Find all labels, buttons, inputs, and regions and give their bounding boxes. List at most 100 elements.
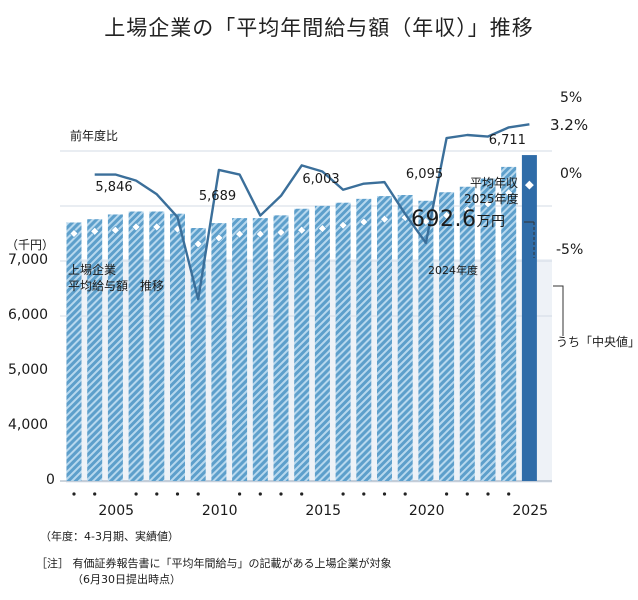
- x-dot-2008: [175, 492, 180, 496]
- bar-2021: [439, 192, 455, 481]
- callout-line1: 平均年収: [470, 176, 519, 190]
- x-dot-2017: [362, 492, 366, 496]
- value-label-2020: 6,095: [405, 166, 444, 182]
- line-tick-minus5: -5%: [556, 242, 584, 258]
- bar-series: [66, 155, 537, 482]
- footnote-line2: （6月30日提出時点）: [72, 573, 181, 586]
- bar-2016: [335, 202, 351, 481]
- bar-2008: [170, 213, 185, 481]
- x-dot-2022: [465, 492, 469, 496]
- bar-2024: [501, 166, 517, 481]
- median-marker-2003: [69, 229, 79, 238]
- line-latest-label: 3.2%: [550, 116, 589, 134]
- bar-2005: [107, 214, 123, 481]
- bar-2006: [128, 211, 144, 481]
- median-marker-2015: [317, 224, 327, 233]
- median-marker-2017: [359, 217, 369, 227]
- line-tick-5: 5%: [560, 90, 583, 106]
- footnote: ［注］ 有価証券報告書に「平均年間給与」の記載がある上場企業が対象 （6月30日…: [36, 556, 392, 588]
- line-tick-0: 0%: [560, 166, 583, 182]
- bar-2014: [294, 208, 310, 481]
- y-tick-7000: 7,000: [8, 252, 49, 268]
- bar-2009: [190, 228, 206, 481]
- label-2024: 2024年度: [428, 264, 478, 277]
- median-marker-2009: [193, 239, 203, 249]
- x-dot-2003: [72, 492, 76, 496]
- median-marker-2010: [214, 233, 224, 243]
- median-marker-2005: [110, 225, 120, 235]
- bar-2025: [521, 155, 537, 481]
- yoy-line: [94, 123, 530, 301]
- median-marker-2018: [380, 214, 389, 224]
- x-dot-2009: [196, 492, 200, 496]
- value-label-2015: 6,003: [302, 171, 340, 187]
- median-marker-2014: [297, 225, 307, 235]
- median-bracket: [553, 285, 564, 336]
- x-dot-2006: [134, 492, 138, 496]
- y-axis-unit: （千円）: [6, 238, 55, 252]
- bar-2003: [66, 222, 82, 481]
- value-label-2005: 5,846: [95, 180, 133, 196]
- x-tick-2015: 2015: [305, 503, 342, 519]
- median-marker-2013: [276, 227, 286, 237]
- bar-2013: [273, 215, 289, 481]
- bar-2018: [377, 196, 392, 481]
- x-dot-2019: [403, 492, 407, 496]
- median-marker-2006: [131, 222, 141, 232]
- median-marker-2023: [483, 199, 493, 209]
- median-marker-2022: [462, 205, 472, 215]
- bar-2011: [232, 218, 248, 481]
- bar-2019: [397, 195, 413, 481]
- median-marker-2024: [504, 188, 514, 198]
- bar-2007: [149, 211, 165, 481]
- x-dot-2013: [279, 492, 283, 496]
- x-dot-2014: [300, 492, 304, 496]
- x-tick-2025: 2025: [512, 503, 549, 519]
- y-tick-5000: 5,000: [8, 362, 49, 378]
- value-label-2010: 5,689: [198, 189, 237, 205]
- median-marker-2012: [255, 229, 265, 239]
- chart-title: 上場企業の「平均年間給与額（年収）」推移: [104, 16, 534, 40]
- callout-value: 692.6万円: [411, 207, 506, 232]
- x-dot-2023: [486, 492, 490, 496]
- median-marker-2020: [421, 216, 431, 226]
- x-tick-2010: 2010: [201, 503, 238, 519]
- x-dot-2012: [258, 492, 262, 496]
- x-axis-dots: [72, 492, 511, 496]
- bar-2020: [418, 200, 434, 481]
- x-dot-2024: [507, 492, 511, 496]
- bar-2004: [87, 219, 103, 481]
- callout-line2: 2025年度: [464, 192, 519, 206]
- bar-2022: [459, 186, 475, 481]
- y-tick-6000: 6,000: [8, 307, 49, 323]
- x-axis-note: （年度：4-3月期、実績値）: [40, 530, 179, 543]
- bar-2012: [252, 218, 268, 481]
- x-dot-2018: [382, 492, 387, 496]
- median-marker-2011: [235, 229, 245, 239]
- median-label: うち「中央値」: [556, 335, 638, 349]
- bar-2015: [314, 205, 330, 481]
- value-label-2024: 6,711: [488, 132, 526, 148]
- median-marker-2007: [152, 222, 162, 232]
- median-marker-2016: [338, 220, 348, 230]
- median-marker-2021: [442, 210, 452, 220]
- footnote-line1: ［注］ 有価証券報告書に「平均年間給与」の記載がある上場企業が対象: [36, 557, 392, 570]
- line-series-label: 前年度比: [70, 129, 119, 143]
- median-marker-2004: [90, 226, 100, 236]
- x-dot-2021: [445, 492, 449, 496]
- bar-2010: [211, 223, 227, 482]
- median-series: [69, 180, 534, 249]
- bar-series-label: 上場企業 平均給与額 推移: [68, 263, 165, 293]
- median-marker-2025: [524, 180, 534, 190]
- x-tick-2020: 2020: [408, 503, 445, 519]
- x-dot-2011: [238, 492, 242, 496]
- bar-2023: [480, 178, 496, 481]
- bar-2017: [356, 198, 372, 481]
- x-tick-2005: 2005: [98, 503, 135, 519]
- y-tick-4000: 4,000: [8, 417, 49, 433]
- x-dot-2004: [93, 492, 97, 496]
- y-tick-0: 0: [46, 472, 55, 488]
- x-dot-2007: [155, 492, 159, 496]
- x-dot-2016: [341, 492, 345, 496]
